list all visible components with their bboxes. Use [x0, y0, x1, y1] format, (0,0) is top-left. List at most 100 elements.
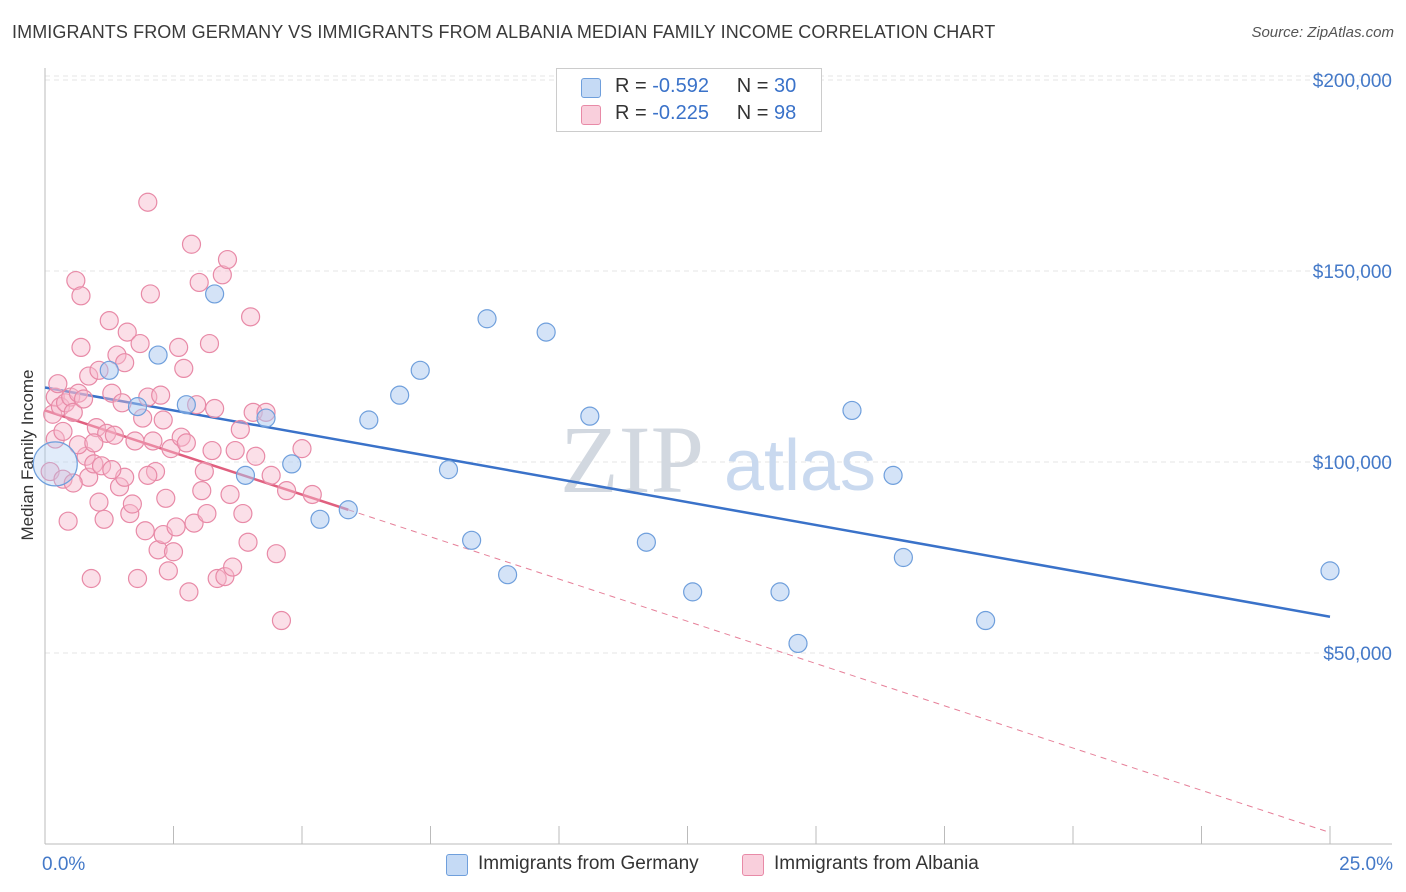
albania-point: [109, 477, 130, 497]
watermark: ZIP atlas: [560, 406, 876, 513]
albania-point: [148, 540, 168, 560]
albania-point: [223, 557, 243, 577]
albania-point: [271, 610, 292, 631]
albania-legend-swatch-icon: [742, 854, 764, 876]
germany-point: [359, 410, 379, 430]
albania-point: [189, 272, 209, 293]
x-tick-label: 25.0%: [1339, 854, 1393, 875]
albania-point: [220, 484, 240, 505]
germany-point: [338, 500, 358, 520]
tick-label-layer: $50,000 $100,000 $150,000 $200,000 0.0% 25.0%: [42, 71, 1393, 875]
albania-point: [91, 456, 112, 476]
albania-point: [241, 307, 261, 327]
points-layer: [32, 192, 1340, 654]
germany-point: [148, 345, 168, 365]
albania-point: [79, 366, 99, 386]
albania-point: [94, 509, 114, 529]
albania-point: [266, 544, 286, 564]
albania-point: [181, 234, 202, 254]
legend-r-label: R =: [615, 75, 647, 97]
albania-point: [53, 421, 73, 442]
albania-point: [55, 393, 76, 413]
albania-point: [68, 383, 89, 403]
albania-point: [68, 435, 89, 455]
germany-point: [256, 408, 276, 428]
albania-point: [163, 542, 184, 562]
grid-layer: [45, 75, 1392, 654]
albania-point: [169, 337, 189, 357]
albania-point: [71, 337, 91, 357]
albania-point: [166, 517, 186, 537]
albania-point: [66, 270, 86, 291]
albania-point: [140, 284, 160, 304]
germany-point: [99, 360, 119, 380]
germany-point: [438, 460, 459, 480]
albania-point: [99, 311, 119, 331]
albania-point: [53, 469, 73, 489]
germany-point: [498, 565, 518, 585]
albania-point: [179, 582, 199, 602]
albania-point: [107, 345, 127, 365]
x-tick-label: 0.0%: [42, 854, 85, 875]
albania-point: [73, 389, 94, 409]
watermark-atlas: atlas: [724, 426, 876, 506]
axis-layer: [44, 68, 1392, 845]
albania-trend-extension: [348, 509, 1331, 834]
albania-point: [151, 385, 171, 405]
y-tick-label: $50,000: [1323, 644, 1392, 665]
germany-point: [462, 530, 482, 550]
albania-point: [104, 425, 124, 445]
albania-point: [171, 427, 191, 447]
albania-point: [261, 465, 281, 485]
germany-point: [580, 406, 600, 426]
germany-point: [1320, 561, 1340, 581]
germany-swatch-icon: [581, 78, 601, 98]
albania-point: [205, 398, 225, 419]
germany-point: [976, 610, 996, 631]
albania-point: [63, 473, 83, 493]
albania-point: [194, 461, 214, 482]
legend-label-germany: Immigrants from Germany: [478, 853, 699, 874]
legend-n-value: 30: [774, 75, 797, 97]
germany-point: [636, 532, 656, 552]
albania-point: [276, 481, 297, 501]
albania-point: [184, 513, 204, 533]
germany-point: [235, 465, 256, 485]
albania-point: [63, 402, 83, 422]
albania-point: [217, 249, 238, 270]
germany-point: [282, 454, 302, 474]
germany-trend-line: [44, 386, 1331, 618]
y-tick-label: $100,000: [1313, 453, 1392, 474]
germany-legend-swatch-icon: [446, 854, 468, 876]
albania-point: [292, 439, 312, 459]
germany-point: [893, 547, 913, 568]
germany-point: [683, 582, 703, 602]
albania-point: [102, 383, 122, 403]
germany-point: [883, 465, 903, 485]
legend-r-value: -0.592: [652, 75, 709, 97]
germany-point: [788, 633, 808, 654]
albania-point: [84, 454, 104, 474]
legend-n-label: N =: [736, 102, 769, 124]
albania-point: [45, 429, 65, 449]
germany-point: [842, 400, 862, 421]
albania-point: [125, 431, 145, 451]
correlation-legend: R = -0.592 N = 30 R = -0.225 N = 98: [556, 68, 822, 132]
albania-point: [174, 358, 194, 379]
albania-point: [233, 503, 253, 524]
albania-point: [122, 494, 142, 514]
germany-point: [32, 441, 78, 487]
albania-point: [138, 465, 158, 485]
germany-point: [477, 309, 497, 329]
albania-point: [156, 488, 176, 508]
legend-n-label: N =: [736, 75, 769, 97]
legend-r-value: -0.225: [652, 102, 709, 124]
albania-trend-line: [44, 409, 349, 511]
albania-point: [302, 484, 322, 505]
albania-point: [143, 431, 163, 451]
germany-point: [536, 322, 556, 342]
albania-point: [102, 460, 122, 480]
albania-point: [202, 440, 222, 461]
legend-label-albania: Immigrants from Albania: [774, 853, 979, 874]
